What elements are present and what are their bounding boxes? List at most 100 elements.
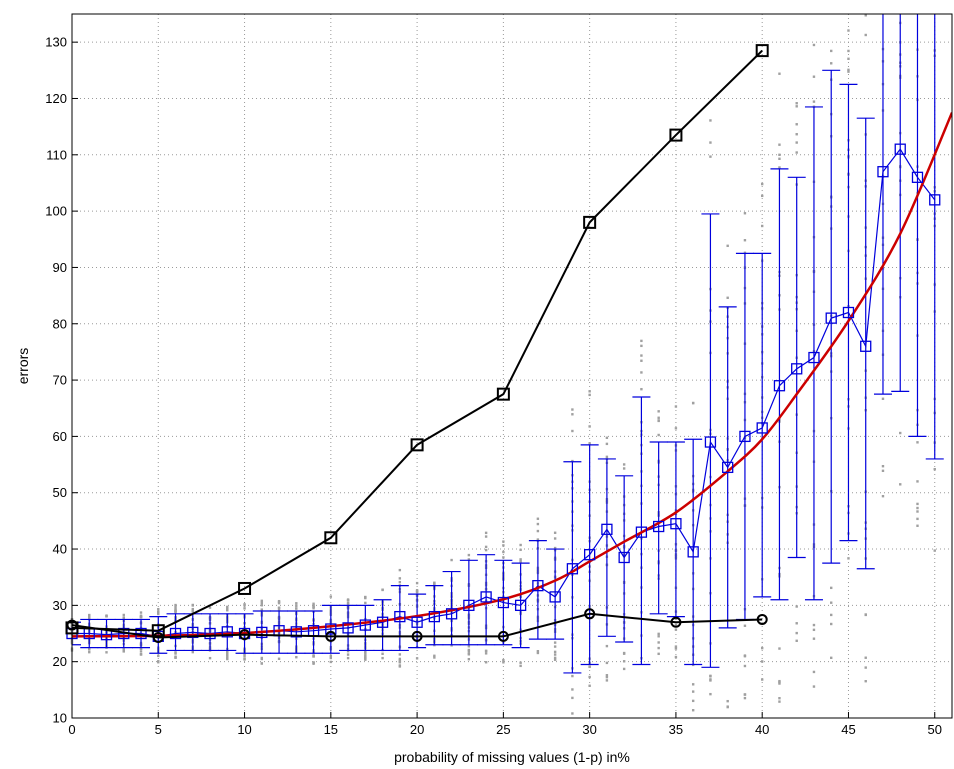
sample-point: [622, 660, 626, 663]
sample-point: [709, 119, 712, 122]
sample-point: [864, 680, 867, 683]
sample-point: [553, 531, 557, 534]
sample-point: [812, 43, 816, 47]
sample-point: [588, 442, 591, 445]
sample-point: [260, 601, 264, 605]
sample-point: [830, 613, 833, 617]
black-circle-marker: [152, 631, 164, 643]
sample-point: [467, 652, 471, 655]
sample-point: [847, 29, 850, 32]
sample-point: [398, 580, 402, 584]
sample-point: [312, 602, 315, 605]
sample-point: [864, 666, 867, 669]
black-circle-marker: [497, 630, 509, 642]
sample-point: [484, 545, 488, 549]
black-square-marker: [238, 581, 252, 595]
y-tick-label: 50: [53, 485, 67, 500]
sample-point: [778, 700, 781, 703]
sample-point: [502, 544, 505, 547]
sample-point: [778, 153, 781, 156]
sample-point: [916, 480, 919, 483]
sample-point: [381, 588, 384, 592]
blue-square-marker: [773, 380, 786, 392]
sample-point: [588, 393, 591, 397]
sample-point: [398, 657, 402, 661]
sample-point: [536, 522, 540, 526]
sample-point: [691, 401, 695, 405]
sample-point: [743, 696, 747, 700]
sample-point: [277, 609, 281, 612]
sample-point: [760, 224, 764, 228]
blue-square-marker: [635, 526, 648, 538]
sample-point: [605, 436, 609, 439]
black-circle-marker: [325, 630, 337, 642]
sample-point: [484, 652, 488, 655]
sample-point: [847, 68, 850, 72]
sample-point: [899, 483, 902, 486]
sample-point: [760, 646, 764, 650]
sample-point: [502, 556, 505, 559]
x-tick-label: 25: [496, 722, 510, 737]
sample-point: [484, 649, 488, 653]
sample-point: [916, 517, 919, 521]
sample-point: [364, 601, 367, 605]
sample-point: [553, 641, 557, 644]
sample-point: [502, 658, 505, 662]
sample-point: [605, 675, 609, 679]
sample-point: [743, 239, 747, 242]
sample-point: [226, 653, 229, 657]
sample-point: [415, 657, 419, 660]
sample-point: [519, 548, 522, 552]
blue-square-marker: [549, 591, 561, 603]
black-circle-marker: [584, 608, 596, 620]
blue-square-marker: [756, 422, 768, 434]
sample-point: [174, 609, 177, 613]
sample-point: [226, 656, 229, 659]
sample-point: [778, 166, 781, 169]
x-tick-label: 35: [669, 722, 683, 737]
sample-point: [899, 431, 902, 435]
sample-point: [174, 607, 177, 611]
sample-point: [657, 433, 660, 437]
sample-point: [571, 429, 574, 433]
sample-point: [467, 648, 471, 652]
sample-point: [830, 656, 833, 660]
sample-point: [916, 441, 919, 444]
sample-point: [588, 684, 591, 687]
blue-square-marker: [532, 579, 544, 592]
sample-point: [260, 662, 264, 665]
sample-point: [346, 602, 350, 605]
y-tick-label: 120: [45, 91, 67, 106]
sample-point: [157, 610, 160, 613]
sample-point: [157, 611, 160, 615]
blue-square-marker: [670, 518, 682, 530]
sample-point: [157, 654, 160, 658]
sample-point: [226, 609, 229, 612]
sample-point: [812, 628, 816, 632]
sample-point: [105, 651, 108, 654]
sample-point: [657, 652, 660, 656]
sample-point: [691, 683, 695, 686]
sample-point: [88, 613, 91, 617]
x-tick-label: 15: [324, 722, 338, 737]
black-circle-line: [71, 612, 763, 639]
y-tick-label: 80: [53, 316, 67, 331]
sample-point: [502, 661, 505, 664]
sample-point: [484, 548, 488, 552]
sample-point: [502, 550, 505, 554]
sample-point: [881, 397, 885, 400]
sample-point: [916, 502, 919, 506]
black-square-marker: [755, 44, 769, 58]
sample-point: [691, 699, 695, 703]
sample-point: [847, 49, 850, 53]
sample-point: [588, 390, 591, 393]
sample-point: [795, 622, 798, 625]
blue-square-marker: [187, 626, 199, 639]
sample-point: [502, 540, 505, 543]
sample-point: [640, 344, 643, 348]
sample-point: [88, 648, 91, 651]
sample-point: [691, 690, 695, 693]
grid: [72, 14, 952, 718]
sample-point: [812, 637, 816, 640]
